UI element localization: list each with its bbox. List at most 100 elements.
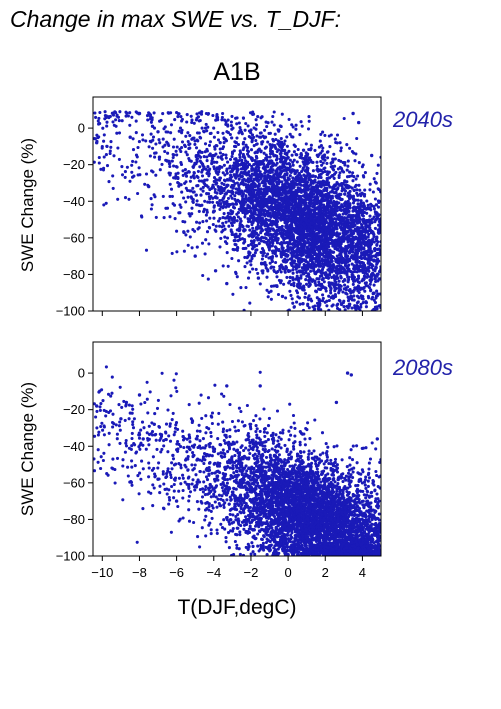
scatter-point [363, 171, 367, 175]
scatter-point [264, 266, 268, 270]
scatter-point [314, 238, 319, 242]
scatter-point [343, 202, 347, 206]
scatter-point [218, 207, 222, 211]
scatter-point [186, 229, 190, 233]
scatter-point [295, 222, 299, 227]
scatter-point [214, 118, 218, 122]
scatter-point [218, 147, 222, 151]
scatter-point [351, 270, 355, 274]
scatter-point [191, 136, 195, 140]
scatter-point [123, 170, 127, 174]
scatter-point [232, 215, 236, 219]
scatter-point [264, 263, 268, 267]
scatter-point [202, 179, 206, 183]
scatter-point [149, 197, 153, 201]
scatter-point [149, 113, 153, 117]
scatter-point [269, 145, 273, 149]
scatter-point [322, 280, 326, 284]
scatter-point [297, 296, 302, 300]
scatter-point [352, 188, 356, 192]
scatter-point [223, 173, 227, 177]
scatter-point [112, 154, 116, 158]
scatter-point [368, 188, 372, 192]
scatter-point [206, 185, 210, 189]
scatter-point [350, 306, 354, 310]
scatter-point [322, 226, 326, 230]
scatter-point [354, 216, 358, 220]
scatter-point [251, 267, 255, 271]
scatter-point [105, 164, 110, 168]
scatter-point [326, 207, 330, 211]
scatter-point [159, 118, 163, 122]
scatter-point [193, 142, 197, 146]
scatter-point [242, 177, 246, 181]
scatter-point [232, 144, 237, 148]
scatter-point [338, 141, 342, 145]
scatter-point [372, 234, 376, 239]
scatter-point [225, 130, 229, 134]
scatter-point [351, 235, 355, 239]
scatter-point [241, 116, 245, 120]
scatter-point [274, 137, 278, 142]
scatter-point [300, 225, 304, 229]
scatter-point [260, 251, 264, 255]
scatter-point [287, 117, 291, 121]
scatter-point [275, 154, 279, 158]
scatter-point [268, 244, 272, 248]
scatter-point [335, 254, 339, 258]
scatter-point [329, 291, 333, 295]
scatter-point [226, 123, 230, 127]
scatter-point [249, 156, 253, 160]
scatter-point [361, 266, 366, 270]
scatter-point [339, 149, 343, 153]
scatter-point [304, 217, 308, 221]
scatter-point [211, 157, 215, 161]
scatter-point [313, 148, 317, 152]
scatter-point [322, 242, 326, 246]
scatter-point [288, 275, 292, 280]
scatter-point [239, 286, 243, 290]
scatter-point [345, 259, 349, 263]
scatter-point [326, 236, 330, 241]
scatter-point [284, 197, 288, 201]
scatter-point [287, 281, 291, 285]
scatter-point [233, 235, 237, 239]
scatter-point [205, 149, 209, 153]
scatter-point [290, 230, 294, 234]
scatter-point [338, 299, 342, 303]
scatter-point [273, 132, 277, 136]
scatter-point [275, 199, 279, 203]
scatter-point [375, 261, 379, 265]
scatter-point [292, 284, 296, 288]
scatter-point [188, 179, 192, 183]
scatter-point [350, 277, 355, 281]
scatter-point [280, 232, 284, 236]
panel-2040s: 2040s SWE Change (%) 0−20−40−60−80−100 [18, 96, 453, 319]
scatter-point [270, 265, 274, 269]
scatter-point [315, 192, 319, 196]
scatter-point [285, 135, 289, 139]
scatter-point [286, 167, 290, 171]
scatter-point [376, 240, 380, 244]
scatter-point [273, 145, 277, 149]
scatter-point [193, 162, 197, 166]
scatter-point [263, 193, 267, 197]
scatter-point [171, 155, 175, 160]
scatter-point [194, 155, 198, 159]
scatter-point [191, 186, 195, 190]
scatter-point [270, 179, 274, 183]
scatter-point [298, 187, 302, 191]
scatter-point [295, 300, 299, 304]
scatter-point [375, 242, 379, 247]
scatter-point [234, 232, 238, 236]
scatter-point [309, 201, 313, 206]
scatter-point [102, 139, 106, 143]
scatter-point [312, 186, 317, 190]
scatter-point [320, 163, 324, 167]
scatter-point [184, 200, 188, 204]
scatter-point [346, 299, 351, 303]
scatter-point [272, 206, 276, 211]
scatter-point [335, 217, 339, 221]
scatter-point [326, 194, 330, 198]
scatter-point [243, 265, 247, 269]
